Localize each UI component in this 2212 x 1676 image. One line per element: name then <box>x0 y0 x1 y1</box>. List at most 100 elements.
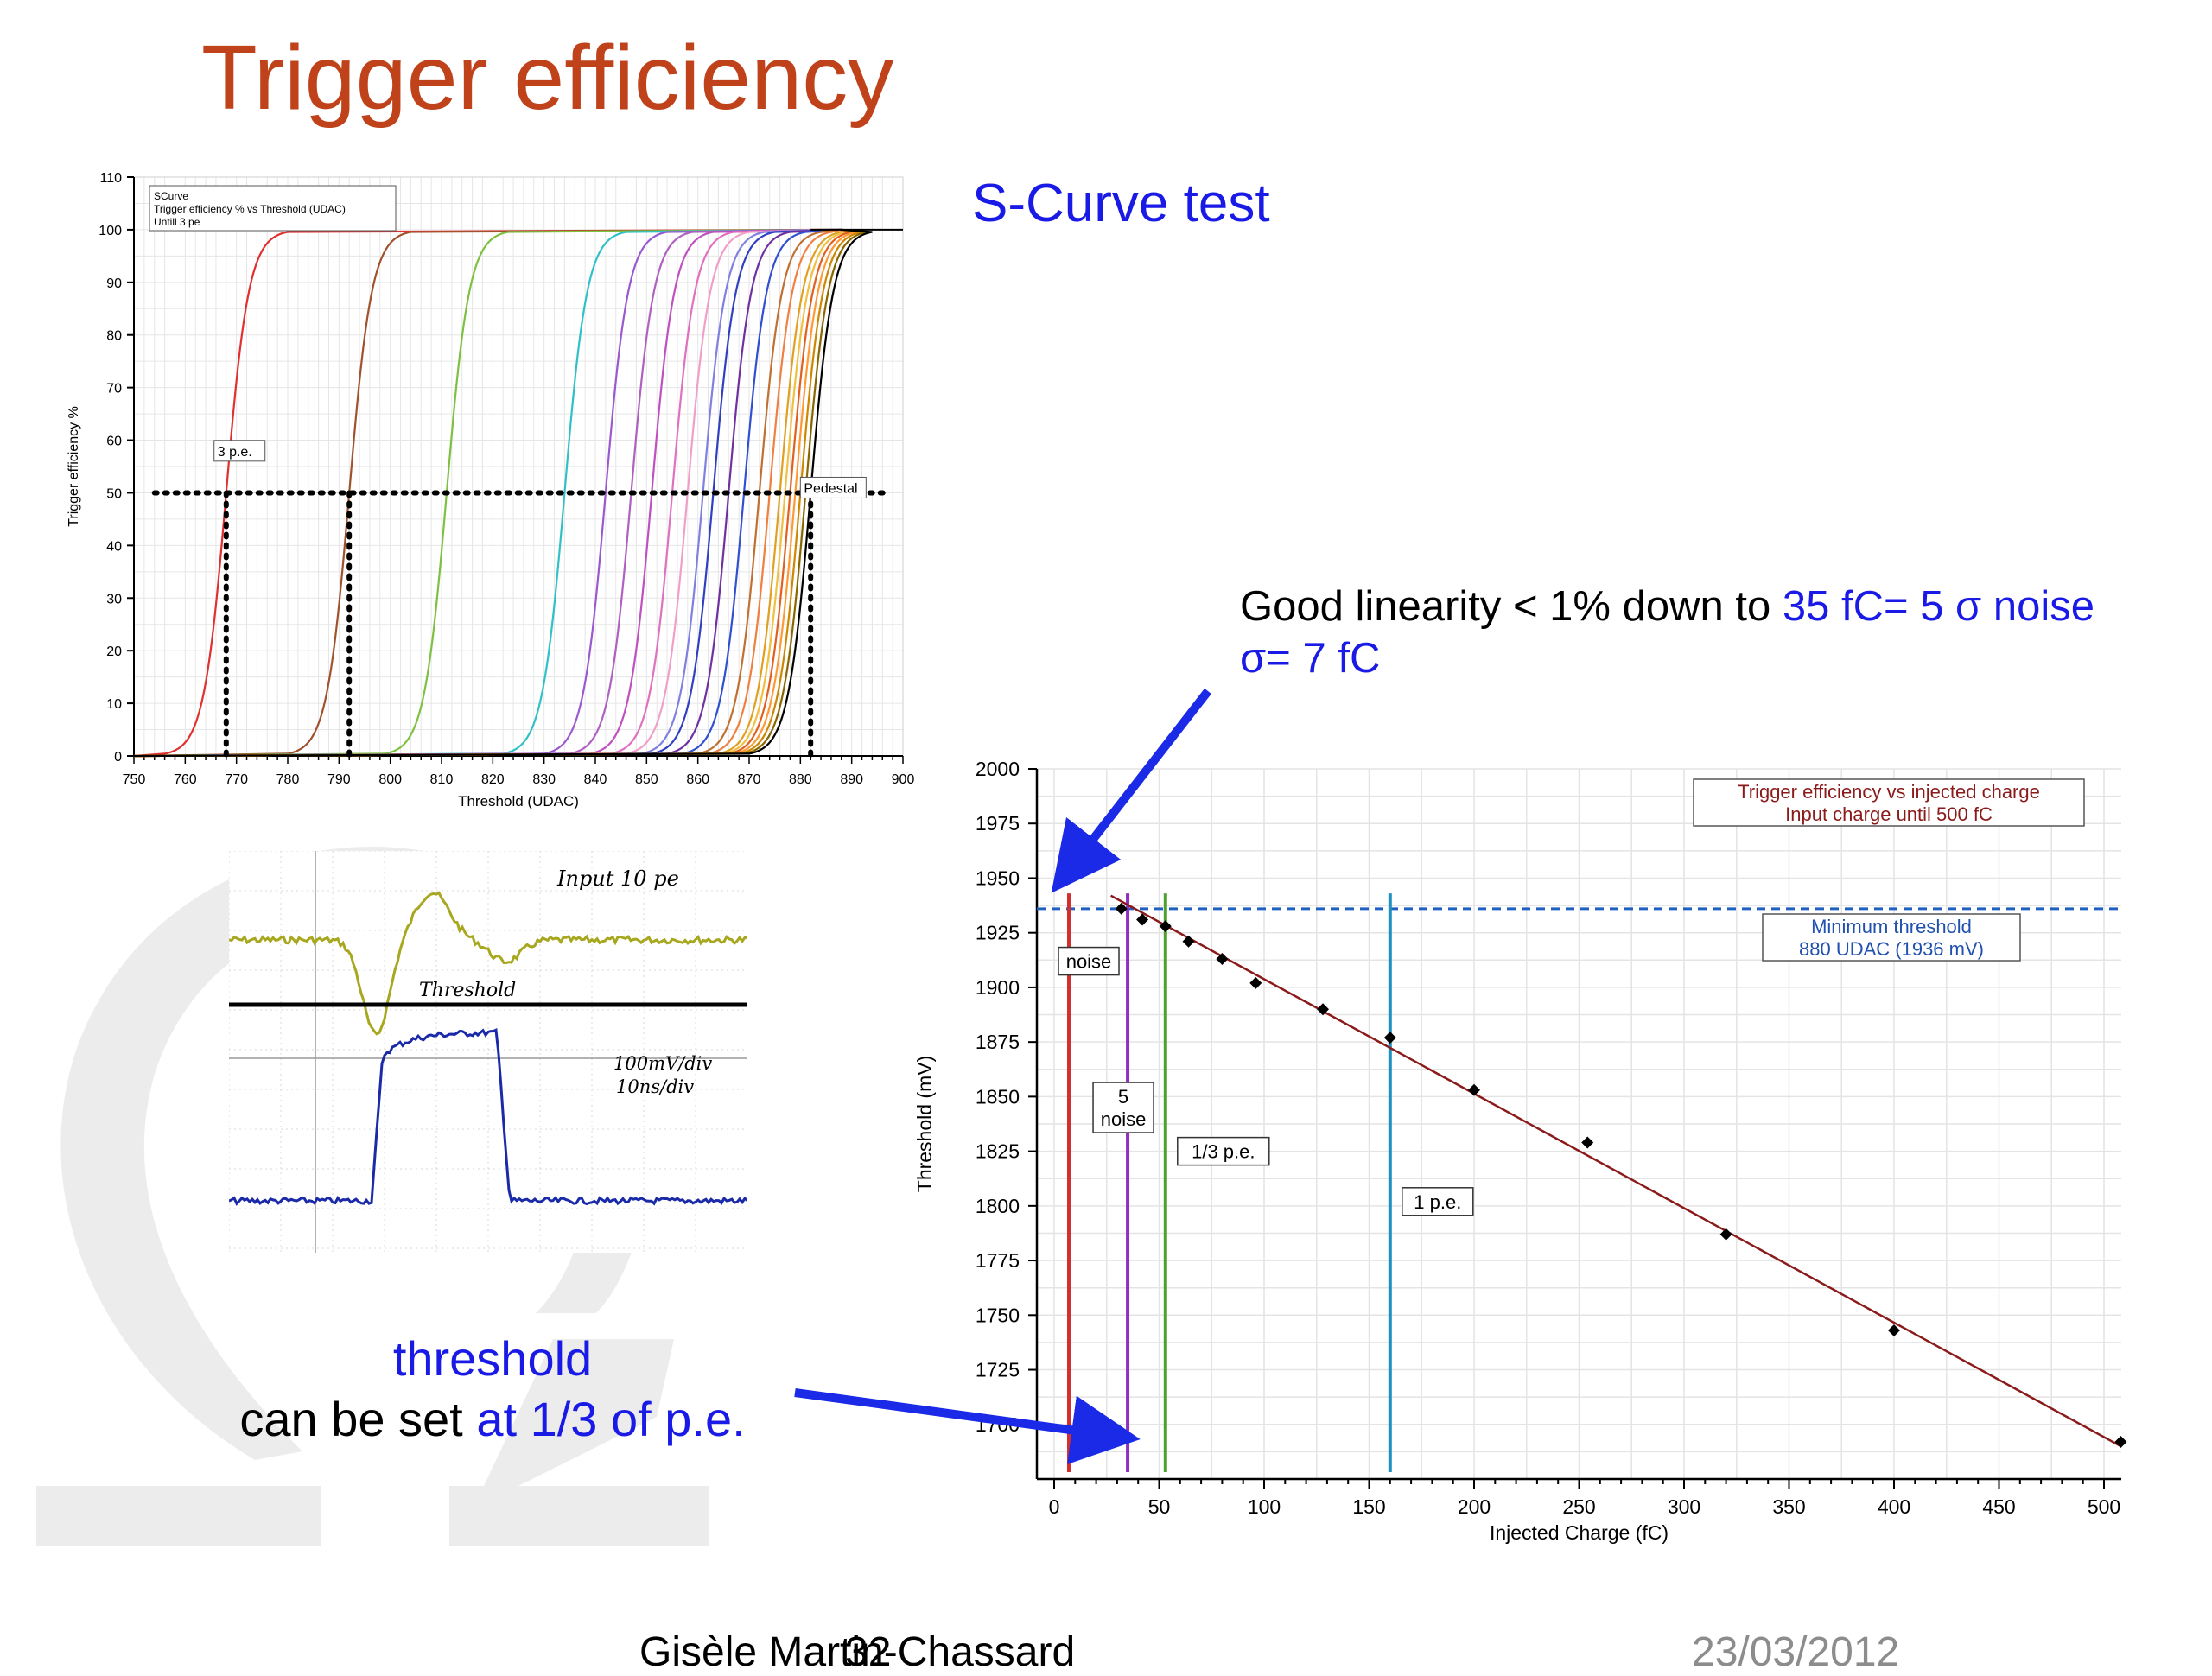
annotation-box <box>213 440 266 462</box>
data-point <box>1383 1032 1396 1044</box>
y-tick-label: 0 <box>114 750 122 765</box>
scurve-series <box>133 228 842 758</box>
x-tick-label: 790 <box>327 772 351 787</box>
y-tick-label: 1725 <box>976 1359 1020 1381</box>
y-tick-label: 1750 <box>976 1304 1020 1326</box>
x-tick-label: 900 <box>892 772 915 787</box>
x-tick-label: 760 <box>174 772 197 787</box>
x-tick-label: 150 <box>1352 1495 1385 1518</box>
y-tick-label: 30 <box>106 592 122 606</box>
linearity-text-b: 35 fC= 5 σ noise <box>1782 583 2095 630</box>
scope-label-threshold: Threshold <box>419 980 516 1001</box>
y-tick-label: 2000 <box>976 758 1020 780</box>
x-tick-label: 250 <box>1562 1495 1595 1518</box>
y-axis-label: Trigger efficiency % <box>67 406 81 527</box>
y-axis-label: Threshold (mV) <box>913 1056 936 1192</box>
x-tick-label: 770 <box>225 772 248 787</box>
y-tick-label: 90 <box>106 276 122 291</box>
x-axis-label: Injected Charge (fC) <box>1490 1521 1669 1544</box>
scope-label-input: Input 10 pe <box>556 867 679 891</box>
vertical-marker-label: noise <box>1066 951 1112 973</box>
data-point <box>1216 953 1229 966</box>
x-tick-label: 750 <box>123 772 146 787</box>
scope-screenshot: Input 10 pe Threshold 100mV/div 10ns/div <box>229 851 747 1253</box>
x-tick-label: 50 <box>1148 1495 1171 1518</box>
omega-logo-watermark <box>36 847 709 1546</box>
linearity-text-a: Good linearity < 1% down to <box>1240 583 1783 630</box>
data-point <box>1719 1228 1732 1241</box>
threshold-note: threshold can be set at 1/3 of p.e. <box>216 1329 769 1450</box>
y-tick-label: 1825 <box>976 1140 1020 1163</box>
data-point <box>1115 902 1128 915</box>
y-tick-label: 1850 <box>976 1085 1020 1108</box>
data-point <box>2114 1436 2127 1449</box>
data-point <box>1136 913 1149 926</box>
y-tick-label: 10 <box>106 697 122 712</box>
y-tick-label: 1925 <box>976 922 1020 944</box>
linearity-note: Good linearity < 1% down to 35 fC= 5 σ n… <box>1240 581 2094 684</box>
y-tick-label: 80 <box>106 329 122 344</box>
legend-line: Untill 3 pe <box>154 216 200 228</box>
x-tick-label: 300 <box>1668 1495 1700 1518</box>
min-threshold-box <box>1762 913 2021 962</box>
annotation-box <box>799 476 867 498</box>
x-tick-label: 880 <box>789 772 812 787</box>
x-tick-label: 400 <box>1878 1495 1910 1518</box>
x-tick-label: 840 <box>584 772 607 787</box>
y-tick-label: 1875 <box>976 1031 1020 1053</box>
x-tick-label: 350 <box>1772 1495 1805 1518</box>
min-threshold-label: 880 UDAC (1936 mV) <box>1799 938 1984 960</box>
scurve-chart: 0 10 20 30 40 50 60 70 80 90 100 110 750 760 770 780 790… <box>67 171 915 809</box>
data-point <box>1249 976 1262 989</box>
fit-line <box>1110 894 2122 1448</box>
data-point <box>1581 1136 1594 1149</box>
x-axis-label: Threshold (UDAC) <box>458 793 579 809</box>
x-tick-label: 780 <box>276 772 300 787</box>
y-tick-label: 70 <box>106 382 122 397</box>
subtitle: S-Curve test <box>972 174 1270 233</box>
x-tick-label: 860 <box>686 772 709 787</box>
vertical-marker-label: 5 <box>1118 1086 1128 1108</box>
scope-label-scale1: 100mV/div <box>613 1053 712 1074</box>
x-tick-label: 890 <box>840 772 863 787</box>
y-tick-label: 50 <box>106 486 122 501</box>
legend-box <box>149 185 397 232</box>
y-tick-label: 1900 <box>976 976 1020 999</box>
linearity-chart: 1700 1725 1750 1775 1800 1825 1850 1875 1900 1925… <box>913 758 2127 1544</box>
min-threshold-label: Minimum threshold <box>1811 916 1972 937</box>
legend-line: Input charge until 500 fC <box>1785 803 1993 825</box>
vertical-marker-box <box>1058 946 1120 976</box>
y-tick-label: 110 <box>99 171 122 186</box>
data-point <box>1182 935 1195 948</box>
vertical-marker-box <box>1092 1082 1154 1133</box>
annotation-label: 3 p.e. <box>218 445 252 460</box>
scope-label-scale2: 10ns/div <box>616 1076 694 1097</box>
slide-title: Trigger efficiency <box>201 27 894 129</box>
threshold-line-b: at 1/3 of p.e. <box>476 1392 746 1446</box>
x-tick-label: 820 <box>481 772 505 787</box>
vertical-marker-label: 1 p.e. <box>1414 1191 1461 1213</box>
scope-background <box>229 851 747 1253</box>
x-tick-label: 800 <box>378 772 402 787</box>
y-tick-label: 1950 <box>976 867 1020 889</box>
y-tick-label: 1775 <box>976 1249 1020 1272</box>
threshold-word: threshold <box>392 1331 593 1386</box>
annotation-label: Pedestal <box>804 481 857 496</box>
y-tick-label: 100 <box>99 224 122 238</box>
vertical-marker-box <box>1177 1136 1270 1166</box>
scurve-series <box>133 228 842 758</box>
data-point <box>1468 1083 1480 1096</box>
y-tick-label: 40 <box>106 539 122 554</box>
x-tick-label: 850 <box>635 772 658 787</box>
y-tick-label: 1700 <box>976 1413 1020 1436</box>
x-tick-label: 0 <box>1049 1495 1060 1518</box>
x-tick-label: 870 <box>738 772 761 787</box>
threshold-line-a: can be set <box>239 1392 477 1446</box>
data-point <box>1888 1324 1900 1337</box>
scope-grid <box>229 851 747 1253</box>
y-tick-label: 60 <box>106 435 122 449</box>
y-tick-label: 1975 <box>976 812 1020 835</box>
scope-input-trace <box>229 891 747 1036</box>
x-tick-label: 100 <box>1248 1495 1281 1518</box>
data-point <box>1317 1003 1330 1016</box>
